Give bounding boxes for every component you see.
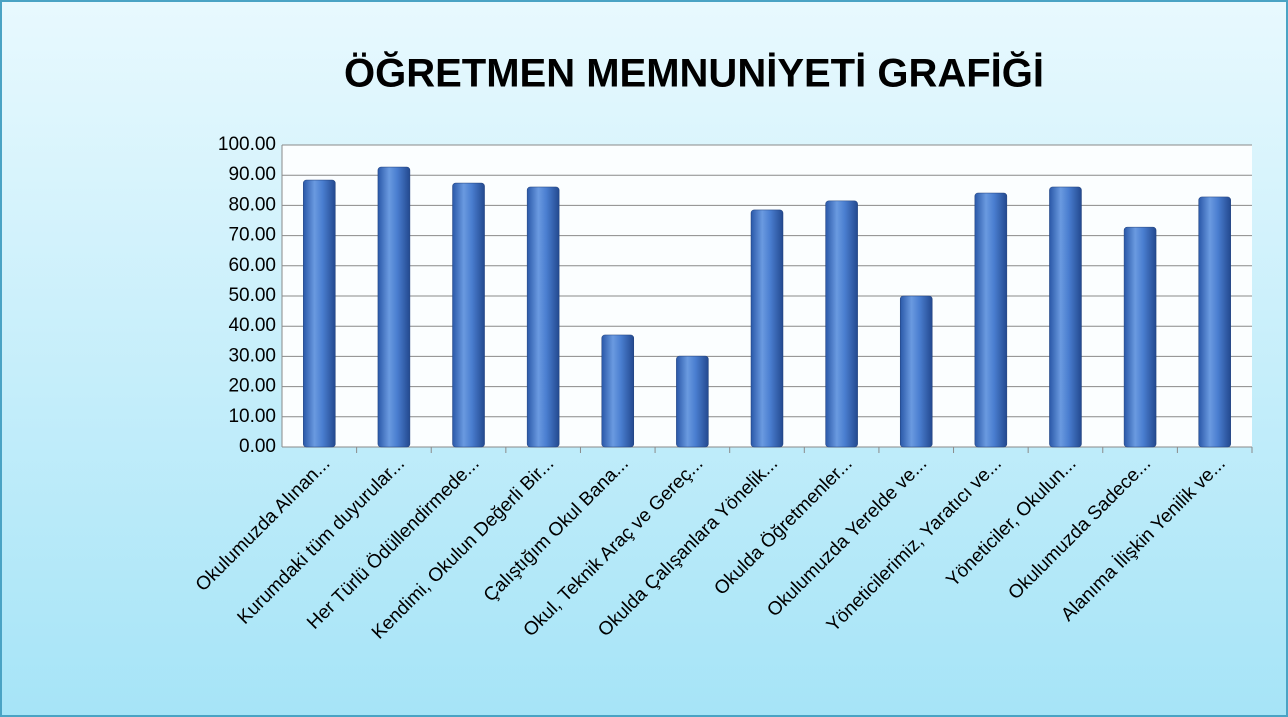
y-tick-label: 50.00 [228, 285, 276, 306]
y-tick-label: 0.00 [239, 436, 276, 457]
y-tick-label: 100.00 [218, 134, 276, 155]
y-tick-label: 70.00 [228, 225, 276, 246]
bar [1049, 186, 1082, 448]
bar [825, 200, 858, 448]
bar [974, 192, 1008, 448]
bar [303, 179, 336, 448]
y-tick-label: 90.00 [228, 164, 276, 185]
bar [1198, 196, 1231, 448]
y-tick-label: 10.00 [228, 406, 276, 427]
y-tick-label: 30.00 [228, 345, 276, 366]
y-tick-label: 40.00 [228, 315, 276, 336]
y-tick-label: 60.00 [228, 255, 276, 276]
chart-title: ÖĞRETMEN MEMNUNİYETİ GRAFİĞİ [344, 50, 1044, 96]
bar [676, 355, 709, 448]
bar [601, 334, 635, 448]
bar [526, 186, 560, 448]
bar [1123, 226, 1157, 448]
bar [750, 209, 784, 448]
bar [452, 182, 485, 448]
y-tick-label: 80.00 [228, 194, 276, 215]
bar [377, 166, 411, 448]
bar [899, 295, 933, 448]
y-tick-label: 20.00 [228, 376, 276, 397]
